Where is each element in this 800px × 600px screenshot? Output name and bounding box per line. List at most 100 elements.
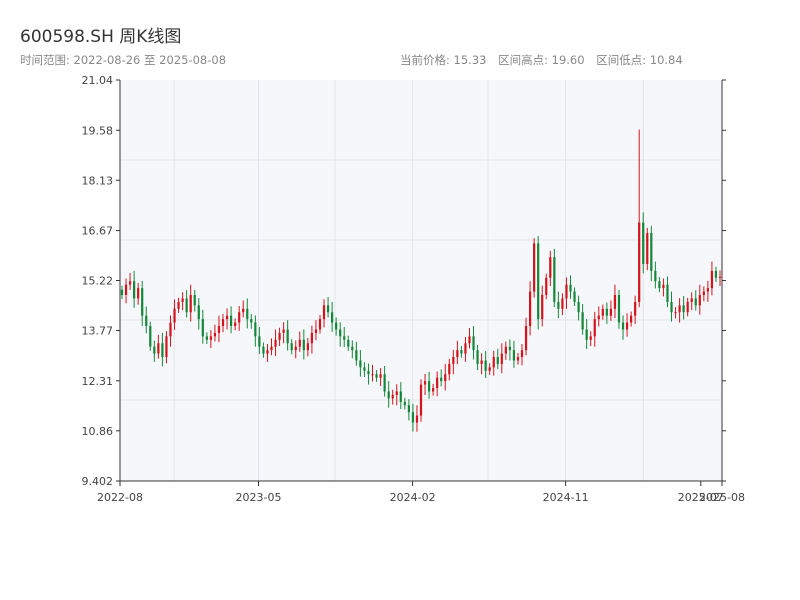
candle-body	[682, 305, 685, 313]
y-tick-label: 16.67	[82, 225, 114, 238]
candle-body	[391, 394, 394, 399]
candle-body	[246, 308, 249, 320]
candle-body	[189, 295, 192, 313]
candle	[403, 397, 406, 410]
candle-body	[169, 322, 172, 337]
candle	[484, 351, 487, 379]
candle-body	[177, 301, 180, 309]
candle-body	[322, 305, 326, 320]
candle-body	[573, 291, 576, 302]
y-tick-label: 21.04	[82, 74, 114, 87]
candle-body	[444, 374, 447, 382]
candle-body	[193, 295, 196, 306]
candle-body	[702, 291, 705, 296]
candle-body	[617, 295, 621, 323]
candle-body	[504, 346, 507, 354]
candle-body	[343, 336, 346, 340]
candle	[379, 368, 382, 386]
candle-body	[351, 346, 354, 351]
candle	[617, 289, 621, 329]
candle	[363, 362, 366, 378]
candle-body	[520, 350, 524, 358]
candle-body	[698, 295, 701, 306]
y-tick-label: 18.13	[82, 174, 114, 187]
candle-body	[662, 284, 665, 289]
range-high-text: 区间高点: 19.60	[498, 53, 585, 67]
candle	[448, 358, 451, 381]
candle-body	[678, 305, 681, 313]
candle	[678, 298, 681, 323]
candle-body	[306, 343, 309, 351]
candle	[565, 277, 568, 309]
candle	[302, 329, 305, 360]
candle	[189, 284, 192, 322]
price-summary: 当前价格: 15.33 区间高点: 19.60 区间低点: 10.84	[400, 52, 691, 68]
candle	[246, 298, 249, 329]
candle	[694, 290, 697, 311]
candle-body	[666, 284, 669, 302]
candle	[185, 290, 188, 318]
candle-body	[613, 295, 617, 309]
candle-body	[234, 322, 237, 327]
candle-body	[383, 374, 386, 392]
candle-body	[282, 329, 285, 333]
candle-body	[537, 243, 540, 320]
candle-body	[658, 281, 661, 289]
candle	[310, 325, 314, 354]
candle	[537, 236, 540, 330]
candle-body	[367, 370, 370, 375]
candle	[500, 343, 503, 374]
y-tick-label: 19.58	[82, 124, 114, 137]
candle-body	[318, 319, 322, 330]
candle	[201, 309, 204, 344]
candle	[124, 278, 128, 304]
range-low-text: 区间低点: 10.84	[596, 53, 683, 67]
candle-body	[355, 350, 358, 361]
candle	[290, 339, 293, 355]
candle	[238, 306, 241, 331]
x-tick-label: 2024-02	[390, 491, 436, 504]
candle	[375, 370, 378, 382]
candle-body	[229, 315, 233, 327]
candle	[480, 353, 483, 375]
candle	[181, 292, 184, 311]
candle	[646, 227, 649, 271]
candle	[714, 266, 718, 282]
x-tick-label: 2023-05	[236, 491, 282, 504]
candle	[153, 340, 156, 362]
candle-body	[278, 332, 281, 340]
candle	[128, 272, 132, 290]
candle	[650, 225, 653, 282]
candle	[254, 315, 257, 347]
candle-body	[565, 284, 568, 299]
candle-body	[411, 412, 415, 423]
candle	[157, 334, 160, 359]
candle-body	[561, 298, 564, 309]
candle	[444, 363, 447, 391]
candle	[549, 250, 552, 287]
candle	[197, 298, 200, 330]
candle	[605, 302, 608, 324]
candle-body	[124, 284, 128, 296]
candle	[270, 338, 273, 356]
candle	[355, 341, 358, 366]
candle	[133, 270, 136, 308]
candle	[597, 306, 600, 327]
candle-body	[472, 336, 475, 351]
candle-body	[286, 329, 289, 344]
candle	[512, 340, 516, 368]
candle	[169, 315, 172, 347]
candle-body	[213, 332, 217, 337]
candle	[609, 300, 613, 321]
candle-body	[686, 301, 689, 313]
candle	[658, 277, 661, 293]
candle	[339, 322, 342, 347]
candle-body	[161, 343, 164, 358]
candle-body	[456, 350, 459, 358]
candle	[250, 313, 253, 329]
candle-body	[379, 374, 382, 378]
candle	[698, 284, 701, 315]
candle	[492, 350, 495, 376]
candle	[294, 340, 297, 359]
y-tick-label: 12.31	[82, 375, 114, 388]
